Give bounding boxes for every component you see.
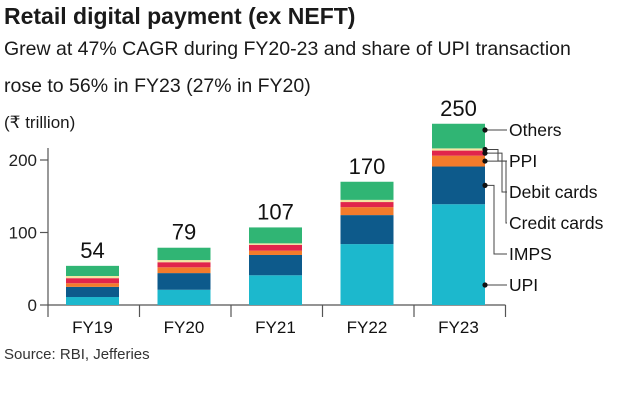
bar-segment-imps bbox=[340, 215, 394, 245]
bar-segment-debit-cards bbox=[340, 202, 394, 208]
bar-segment-ppi bbox=[340, 199, 394, 203]
chart-subtitle-line2: rose to 56% in FY23 (27% in FY20) bbox=[4, 75, 311, 97]
bar-segment-credit-cards bbox=[340, 207, 394, 216]
bar-segment-imps bbox=[157, 273, 211, 290]
x-tick-label: FY23 bbox=[438, 318, 479, 337]
bar-segment-others bbox=[340, 181, 394, 200]
legend-dot bbox=[482, 182, 488, 188]
y-tick-label: 200 bbox=[9, 151, 37, 170]
bar-segment-credit-cards bbox=[432, 155, 485, 167]
bar-segment-upi bbox=[340, 244, 394, 305]
legend-label-debit-cards: Debit cards bbox=[509, 182, 598, 202]
legend-dot bbox=[482, 146, 488, 153]
bar-total-label: 54 bbox=[80, 238, 104, 263]
bar-segment-others bbox=[157, 247, 211, 261]
legend-leader-line bbox=[485, 160, 507, 224]
chart-title: Retail digital payment (ex NEFT) bbox=[4, 3, 356, 29]
bar-segment-upi bbox=[432, 204, 485, 305]
bar-total-label: 170 bbox=[349, 154, 386, 179]
bar-segment-others bbox=[66, 265, 119, 276]
bar-segment-others bbox=[249, 227, 302, 244]
bar-total-label: 250 bbox=[440, 96, 477, 121]
legend-label-upi: UPI bbox=[509, 275, 538, 295]
x-tick-label: FY20 bbox=[164, 318, 205, 337]
legend-label-credit-cards: Credit cards bbox=[509, 213, 604, 233]
bar-segment-debit-cards bbox=[157, 262, 211, 268]
x-tick-label: FY19 bbox=[72, 318, 113, 337]
bar-segment-others bbox=[432, 123, 485, 149]
x-tick-label: FY21 bbox=[255, 318, 296, 337]
legend-leader-line bbox=[485, 152, 507, 193]
bar-segment-upi bbox=[157, 289, 211, 305]
bar-segment-credit-cards bbox=[157, 267, 211, 274]
legend-dot bbox=[482, 282, 488, 288]
source-note: Source: RBI, Jefferies bbox=[4, 346, 150, 363]
y-axis-unit: (₹ trillion) bbox=[4, 113, 76, 132]
legend-label-others: Others bbox=[509, 120, 562, 140]
bar-segment-upi bbox=[249, 275, 302, 305]
bar-segment-ppi bbox=[249, 243, 302, 245]
legend-label-imps: IMPS bbox=[509, 244, 552, 264]
bar-total-label: 79 bbox=[172, 220, 196, 245]
chart-subtitle-line1: Grew at 47% CAGR during FY20-23 and shar… bbox=[4, 38, 571, 60]
legend-leader-line bbox=[485, 148, 507, 162]
y-tick-label: 0 bbox=[28, 296, 37, 315]
bar-segment-imps bbox=[249, 254, 302, 276]
legend-dot bbox=[482, 127, 488, 133]
bar-segment-credit-cards bbox=[66, 283, 119, 287]
legend-label-ppi: PPI bbox=[509, 151, 537, 171]
bar-segment-credit-cards bbox=[249, 250, 302, 255]
bar-total-label: 107 bbox=[257, 199, 294, 224]
bar-segment-imps bbox=[432, 166, 485, 205]
legend-leader-line bbox=[485, 184, 507, 255]
bar-segment-debit-cards bbox=[432, 150, 485, 156]
bar-segment-imps bbox=[66, 286, 119, 298]
bar-segment-ppi bbox=[66, 276, 119, 279]
bar-segment-ppi bbox=[432, 148, 485, 151]
x-tick-label: FY22 bbox=[347, 318, 388, 337]
bar-segment-debit-cards bbox=[249, 244, 302, 251]
bar-segment-debit-cards bbox=[66, 278, 119, 284]
bar-segment-ppi bbox=[157, 260, 211, 263]
y-tick-label: 100 bbox=[9, 224, 37, 243]
legend-dot bbox=[482, 158, 488, 164]
bar-segment-upi bbox=[66, 297, 119, 305]
legend-dot bbox=[482, 150, 488, 156]
